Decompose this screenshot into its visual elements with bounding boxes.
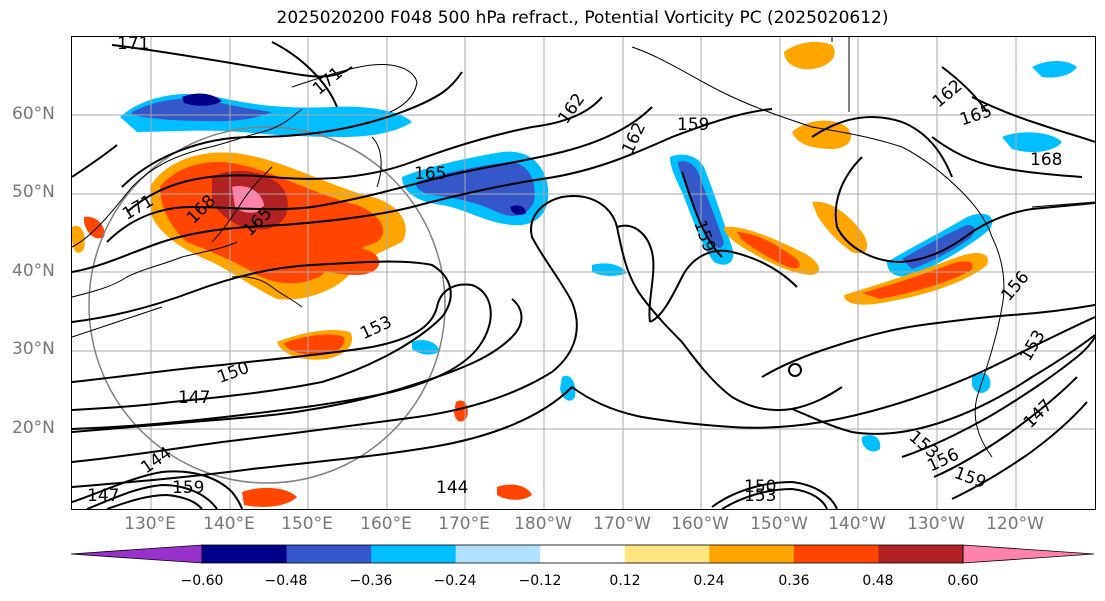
pv-positive-region xyxy=(784,41,835,70)
colorbar-segment xyxy=(371,545,457,563)
contour-label: 150 xyxy=(215,358,252,388)
lon-label: 160°W xyxy=(671,514,729,534)
contour-label: 171 xyxy=(309,63,347,99)
colorbar-tick: 0.36 xyxy=(778,573,810,589)
contour-label: 165 xyxy=(414,164,446,184)
colorbar-segment xyxy=(286,545,372,563)
lat-label: 20°N xyxy=(12,418,55,438)
lon-label: 140°W xyxy=(828,514,886,534)
colorbar-extend-min xyxy=(70,544,203,564)
contour-label: 159 xyxy=(951,463,988,493)
lon-label: 150°W xyxy=(750,514,808,534)
lon-label: 130°W xyxy=(907,514,965,534)
colorbar-segment xyxy=(624,545,710,563)
range-circle xyxy=(88,126,446,484)
lat-label: 40°N xyxy=(12,261,55,281)
pv-negative-region xyxy=(412,340,440,355)
colorbar-tick: −0.12 xyxy=(518,573,562,589)
pv-positive-region xyxy=(284,334,345,355)
pv-positive-region xyxy=(737,232,800,269)
pv-positive-region xyxy=(497,484,532,500)
colorbar-segment xyxy=(709,545,795,563)
colorbar-segment xyxy=(878,545,964,563)
contour-label: 153 xyxy=(357,312,395,344)
contour-label: 147 xyxy=(178,388,210,408)
contour-label: 153 xyxy=(744,486,776,506)
contour-label: 147 xyxy=(87,486,119,506)
height-contours xyxy=(72,41,1095,509)
colorbar-tick: −0.60 xyxy=(180,573,224,589)
lon-label: 150°E xyxy=(281,514,333,534)
pv-positive-region xyxy=(812,201,868,254)
map-title: 2025020200 F048 500 hPa refract., Potent… xyxy=(276,8,889,28)
contour-label: 159 xyxy=(172,478,204,498)
colorbar-tick: −0.48 xyxy=(264,573,308,589)
lon-label: 170°E xyxy=(438,514,490,534)
contour-label: 171 xyxy=(117,37,149,54)
map-canvas: 171 171 171 168 165 165 162 162 162 159 … xyxy=(72,37,1095,509)
colorbar-tick: 0.60 xyxy=(947,573,979,589)
lon-label: 140°E xyxy=(203,514,255,534)
pv-positive-region xyxy=(862,261,973,299)
pv-negative-region xyxy=(1002,132,1062,153)
pv-negative-region xyxy=(592,263,627,276)
colorbar xyxy=(70,544,1095,564)
pv-positive-region xyxy=(454,400,468,422)
contour-label: 159 xyxy=(677,115,709,135)
pv-negative-region xyxy=(1032,61,1077,78)
lat-label: 50°N xyxy=(12,182,55,202)
contour-label: 165 xyxy=(957,101,994,130)
colorbar-tick: 0.12 xyxy=(609,573,641,589)
pv-negative-region xyxy=(132,98,272,122)
colorbar-segment xyxy=(202,545,288,563)
contour-labels: 171 171 171 168 165 165 162 162 162 159 … xyxy=(87,37,1062,506)
coastlines xyxy=(72,37,1095,458)
map-panel: 171 171 171 168 165 165 162 162 162 159 … xyxy=(71,36,1096,510)
colorbar-frame xyxy=(201,544,964,564)
colorbar-segment xyxy=(540,545,626,563)
lon-label: 160°E xyxy=(360,514,412,534)
colorbar-segment xyxy=(455,545,541,563)
colorbar-segment xyxy=(793,545,879,563)
pv-negative-region xyxy=(182,93,222,106)
pv-positive-region xyxy=(792,120,852,149)
contour-label: 144 xyxy=(436,478,468,498)
colorbar-tick: −0.24 xyxy=(433,573,477,589)
pv-positive-region xyxy=(84,216,105,239)
pv-negative-region xyxy=(862,435,881,452)
contour-label: 168 xyxy=(1030,150,1062,170)
pv-positive-region xyxy=(242,487,297,507)
lon-label: 130°E xyxy=(124,514,176,534)
lon-label: 180°W xyxy=(514,514,572,534)
pv-positive-region xyxy=(232,186,264,213)
colorbar-extend-max xyxy=(962,544,1095,564)
colorbar-tick: −0.36 xyxy=(349,573,393,589)
lat-label: 60°N xyxy=(12,104,55,124)
contour-label: 150 xyxy=(744,477,776,497)
colorbar-tick: 0.48 xyxy=(862,573,894,589)
pv-positive-region xyxy=(72,225,85,253)
pv-negative-region xyxy=(510,205,526,215)
contour-label: 153 xyxy=(1016,327,1050,365)
pv-positive-region xyxy=(297,241,380,275)
lat-label: 30°N xyxy=(12,339,55,359)
colorbar-tick: 0.24 xyxy=(693,573,725,589)
lon-label: 170°W xyxy=(593,514,651,534)
lon-label: 120°W xyxy=(986,514,1044,534)
pv-shading xyxy=(72,41,1077,507)
